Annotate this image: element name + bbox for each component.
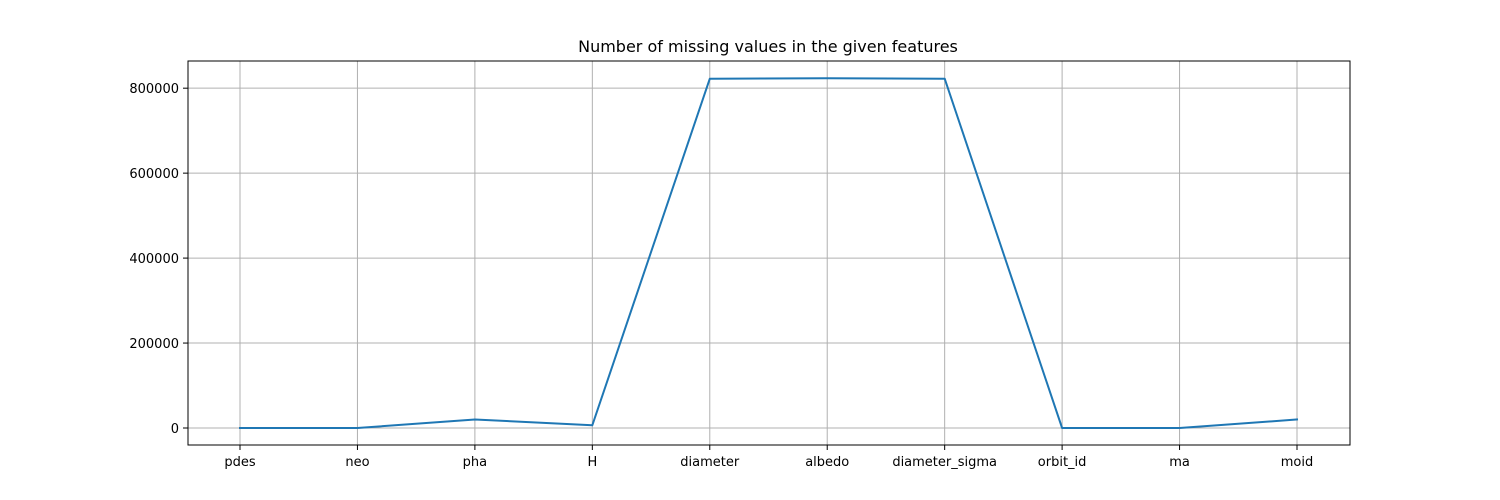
y-tick-label: 0 [171,422,179,437]
x-tick-label: orbit_id [1038,455,1087,470]
chart-title: Number of missing values in the given fe… [578,37,958,56]
y-tick-label: 600000 [129,167,179,182]
x-tick-label: ma [1169,455,1190,470]
x-tick-label: pha [463,455,487,470]
x-tick-label: albedo [805,455,849,470]
x-tick-label: diameter [680,455,740,470]
y-axis-ticks: 0 200000 400000 600000 800000 [129,82,188,437]
x-tick-label: diameter_sigma [892,455,997,470]
grid-layer [188,61,1350,445]
x-tick-label: H [587,455,597,470]
y-tick-label: 800000 [129,82,179,97]
plot-area-frame [187,60,1351,446]
x-tick-label: neo [345,455,369,470]
series-layer [239,77,1299,429]
y-tick-label: 400000 [129,252,179,267]
series-line [239,77,1299,429]
y-tick-label: 200000 [129,337,179,352]
x-tick-label: pdes [224,455,256,470]
x-tick-label: moid [1281,455,1313,470]
